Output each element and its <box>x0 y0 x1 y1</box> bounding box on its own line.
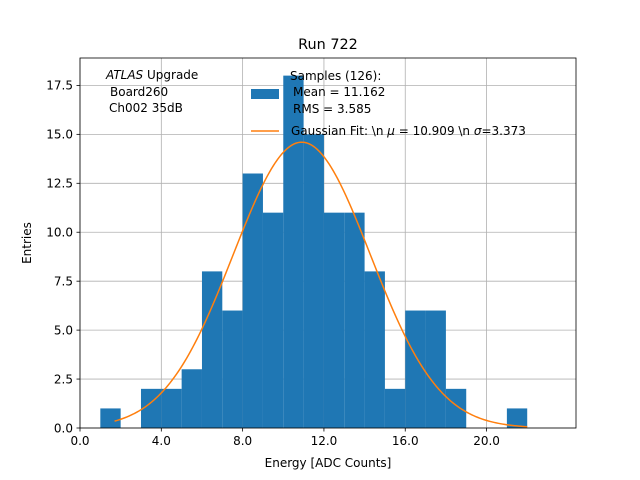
legend-bar-swatch <box>251 89 279 99</box>
histogram-bar <box>323 212 345 428</box>
x-tick-label: 4.0 <box>152 434 171 448</box>
y-tick-label: 15.0 <box>46 128 73 142</box>
legend-fit-text: Gaussian Fit: \n μ = 10.909 \n σ=3.373 <box>291 124 526 138</box>
histogram-bar <box>181 369 202 428</box>
axis-ticks: 0.0 4.0 8.0 12.0 16.0 20.0 0.0 2.5 5.0 7.5 10.0 12.… <box>46 79 500 448</box>
histogram-bar <box>201 271 223 428</box>
legend-fit-mid: = 10.909 \n <box>395 124 474 138</box>
x-tick-label: 0.0 <box>70 434 89 448</box>
legend-rms: RMS = 3.585 <box>293 102 371 116</box>
histogram-bar <box>445 388 467 428</box>
legend-samples-title: Samples (126): <box>290 69 381 83</box>
upgrade-label: Upgrade <box>143 68 198 82</box>
y-tick-label: 17.5 <box>46 79 73 93</box>
y-tick-label: 10.0 <box>46 226 73 240</box>
plot-frame <box>79 57 577 429</box>
y-axis-label: Entries <box>20 222 34 264</box>
legend-sigma-symbol: σ <box>474 124 482 138</box>
legend-mu-symbol: μ <box>386 124 395 138</box>
legend-mean: Mean = 11.162 <box>293 85 385 99</box>
y-tick-label: 12.5 <box>46 177 73 191</box>
atlas-label-line: ATLAS Upgrade <box>105 68 198 82</box>
histogram-bar <box>344 212 365 428</box>
y-tick-label: 7.5 <box>54 274 73 288</box>
gaussian-fit-curve <box>114 141 528 428</box>
channel-label: Ch002 35dB <box>109 101 183 115</box>
histogram-bar <box>384 388 406 428</box>
histogram-bar <box>506 408 528 428</box>
x-tick-label: 8.0 <box>233 434 252 448</box>
x-tick-label: 16.0 <box>392 434 419 448</box>
histogram-bar <box>100 408 121 428</box>
y-tick-label: 0.0 <box>54 421 73 435</box>
legend: Samples (126): Mean = 11.162 RMS = 3.585… <box>251 69 526 138</box>
histogram-bar <box>425 310 446 428</box>
histogram-bar <box>303 134 324 428</box>
histogram-bar <box>262 212 284 428</box>
legend-fit-suffix: =3.373 <box>481 124 525 138</box>
board-label: Board260 <box>110 85 168 99</box>
y-tick-label: 2.5 <box>54 372 73 386</box>
x-tick-label: 20.0 <box>473 434 500 448</box>
histogram-bar <box>405 310 426 428</box>
histogram-bar <box>222 310 243 428</box>
histogram-bars <box>100 75 528 428</box>
y-tick-label: 5.0 <box>54 323 73 337</box>
histogram-bar <box>364 271 385 428</box>
histogram-bar <box>283 75 304 428</box>
x-tick-label: 12.0 <box>311 434 338 448</box>
legend-fit-prefix: Gaussian Fit: \n <box>291 124 387 138</box>
atlas-label: ATLAS <box>105 68 144 82</box>
atlas-annotation: ATLAS Upgrade Board260 Ch002 35dB <box>105 68 198 115</box>
histogram-bar <box>161 388 182 428</box>
x-axis-label: Energy [ADC Counts] <box>265 456 392 470</box>
histogram-bar <box>242 173 263 428</box>
chart-title: Run 722 <box>298 37 358 53</box>
